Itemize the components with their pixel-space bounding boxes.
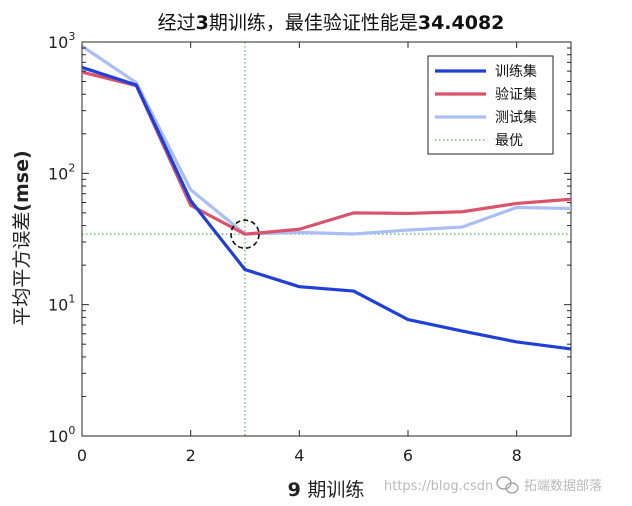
series-line-0 [81, 65, 572, 351]
watermark-account: 拓端数据部落 [524, 479, 602, 494]
y-tick-label: 102 [48, 161, 75, 183]
y-tick-base: 10 [48, 427, 68, 446]
legend-label-2: 测试集 [495, 109, 537, 126]
title-parts-part-0: 经过 [158, 12, 196, 34]
watermark-url: https://blog.csdn [384, 479, 493, 494]
series-line-2 [81, 44, 572, 236]
legend-label-3: 最优 [495, 133, 523, 149]
y-tick-label: 100 [48, 424, 75, 446]
x-tick-label: 2 [186, 446, 196, 465]
chart-title: 经过3期训练，最佳验证性能是34.4082 [158, 12, 505, 34]
legend-label-1: 验证集 [495, 86, 537, 103]
best-point-circle [230, 219, 260, 249]
y-tick-exponent: 0 [68, 424, 75, 437]
title-parts-part-1: 3 [196, 12, 209, 34]
xlabel-parts-part-1: 期训练 [307, 479, 364, 501]
y-axis-label: 平均平方误差(mse) [11, 150, 33, 325]
x-tick-label: 4 [294, 446, 304, 465]
title-parts-part-2: 期训练，最佳验证性能是 [209, 12, 418, 34]
y-tick-label: 101 [48, 293, 75, 315]
plot-axes [81, 41, 572, 437]
x-tick-label: 0 [77, 446, 87, 465]
y-tick-base: 10 [48, 164, 68, 183]
y-tick-exponent: 1 [68, 293, 75, 306]
title-parts-part-3: 34.4082 [418, 12, 505, 34]
x-axis-label: 9 期训练 [288, 479, 365, 501]
x-axis-ticks: 0 2 4 6 8 [77, 42, 522, 465]
y-tick-exponent: 2 [68, 161, 75, 174]
y-tick-base: 10 [48, 296, 68, 315]
y-tick-base: 10 [48, 33, 68, 52]
plot-frame [81, 41, 572, 437]
series-layer [81, 44, 572, 351]
watermark: https://blog.csdn 拓端数据部落 [384, 476, 602, 494]
xlabel-parts-part-0: 9 [288, 479, 308, 501]
ylabel-parts-part-0: 平均平方误差 [11, 212, 33, 326]
ylabel-parts-part-1: (mse) [11, 150, 33, 211]
x-tick-label: 6 [403, 446, 413, 465]
wechat-icon [496, 476, 519, 494]
best-marker-layer [230, 219, 260, 249]
x-tick-label: 8 [512, 446, 522, 465]
y-tick-exponent: 3 [68, 30, 75, 43]
legend-label-0: 训练集 [495, 63, 537, 80]
y-tick-label: 103 [48, 30, 75, 52]
